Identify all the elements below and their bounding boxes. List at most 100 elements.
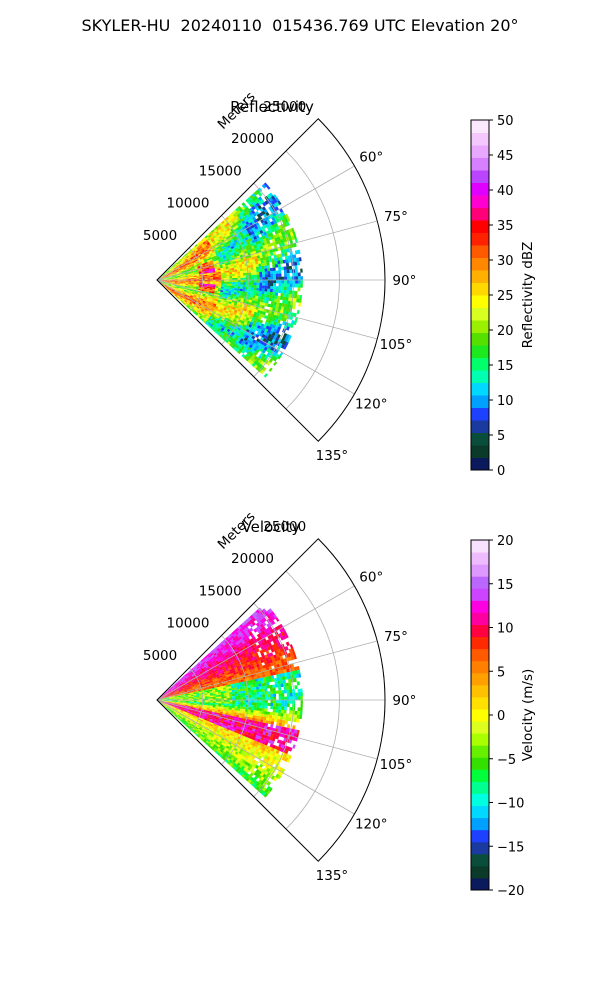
radar-gate — [215, 672, 220, 676]
radar-gate — [225, 651, 230, 655]
radar-gate — [187, 300, 191, 303]
radar-gate — [207, 302, 211, 306]
radar-gate — [260, 232, 265, 237]
radar-gate — [167, 286, 170, 289]
radar-gate — [193, 677, 197, 680]
radar-gate — [225, 292, 229, 296]
radar-gate — [170, 687, 174, 690]
radar-gate — [253, 285, 257, 288]
radar-gate — [275, 703, 279, 707]
radar-gate — [266, 660, 271, 665]
range-tick-15000: 15000 — [199, 163, 242, 179]
radar-gate — [166, 275, 169, 278]
radar-gate — [250, 684, 254, 688]
radar-gate — [248, 272, 252, 276]
radar-gate — [275, 289, 279, 293]
radar-gate — [197, 667, 201, 671]
radar-gate — [182, 285, 186, 287]
radar-gate — [217, 686, 221, 689]
radar-gate — [174, 262, 177, 265]
radar-gate — [206, 679, 210, 683]
radar-gate — [249, 352, 254, 357]
radar-gate — [221, 245, 226, 249]
radar-gate — [214, 307, 218, 311]
radar-gate — [218, 240, 223, 244]
radar-gate — [251, 274, 255, 278]
radar-gate — [268, 637, 273, 643]
radar-gate — [193, 282, 197, 285]
radar-gate — [229, 319, 233, 324]
radar-gate — [207, 667, 211, 671]
radar-gate — [221, 649, 225, 653]
radar-gate — [288, 290, 293, 295]
radar-gate — [255, 241, 259, 245]
radar-gate — [280, 339, 285, 345]
radar-gate — [244, 670, 248, 675]
radar-gate — [182, 686, 186, 689]
radar-gate — [196, 662, 200, 666]
radar-gate — [204, 697, 208, 699]
radar-gate — [255, 710, 260, 714]
radar-gate — [260, 677, 264, 681]
radar-gate — [237, 695, 241, 698]
radar-gate — [210, 302, 214, 306]
radar-gate — [239, 239, 244, 243]
radar-gate — [213, 241, 217, 246]
radar-gate — [259, 212, 264, 217]
radar-gate — [204, 680, 208, 684]
radar-gate — [220, 223, 225, 228]
radar-gate — [240, 704, 244, 707]
radar-gate — [194, 669, 199, 672]
radar-gate — [266, 249, 271, 254]
radar-gate — [206, 233, 211, 237]
radar-gate — [184, 673, 188, 677]
radar-gate — [168, 284, 172, 286]
radar-gate — [215, 304, 220, 308]
radar-gate — [262, 256, 267, 261]
radar-gate — [279, 655, 284, 660]
radar-gate — [177, 275, 181, 277]
radar-gate — [180, 677, 184, 680]
radar-gate — [254, 232, 259, 237]
radar-gate — [204, 693, 208, 696]
radar-gate — [188, 684, 192, 687]
radar-gate — [297, 287, 301, 292]
radar-gate — [228, 314, 233, 318]
radar-gate — [260, 614, 265, 620]
radar-gate — [266, 653, 271, 658]
radar-gate — [193, 280, 197, 283]
radar-gate — [253, 615, 259, 621]
radar-gate — [214, 313, 218, 317]
radar-gate — [214, 658, 218, 663]
radar-gate — [289, 652, 294, 657]
radar-gate — [245, 198, 250, 203]
radar-gate — [193, 263, 197, 266]
radar-gate — [259, 236, 264, 241]
radar-gate — [213, 281, 216, 284]
radar-gate — [177, 280, 181, 282]
radar-gate — [226, 238, 231, 242]
radar-gate — [215, 696, 219, 699]
radar-gate — [201, 295, 205, 299]
radar-gate — [268, 255, 272, 260]
radar-gate — [198, 707, 202, 710]
radar-gate — [264, 688, 268, 692]
radar-gate — [268, 319, 272, 324]
radar-gate — [174, 695, 178, 697]
radar-gate — [223, 272, 227, 275]
radar-gate — [235, 680, 239, 684]
radar-gate — [193, 703, 197, 706]
radar-gate — [171, 277, 175, 279]
radar-gate — [196, 242, 200, 246]
radar-gate — [252, 216, 257, 221]
radar-gate — [183, 688, 187, 691]
radar-gate — [186, 689, 190, 692]
radar-gate — [196, 264, 201, 267]
radar-gate — [178, 294, 182, 297]
radar-gate — [188, 698, 192, 700]
radar-gate — [178, 294, 181, 297]
radar-gate — [193, 247, 197, 250]
radar-gate — [222, 710, 226, 713]
colorbar-segment — [471, 120, 489, 133]
radar-gate — [163, 282, 167, 284]
